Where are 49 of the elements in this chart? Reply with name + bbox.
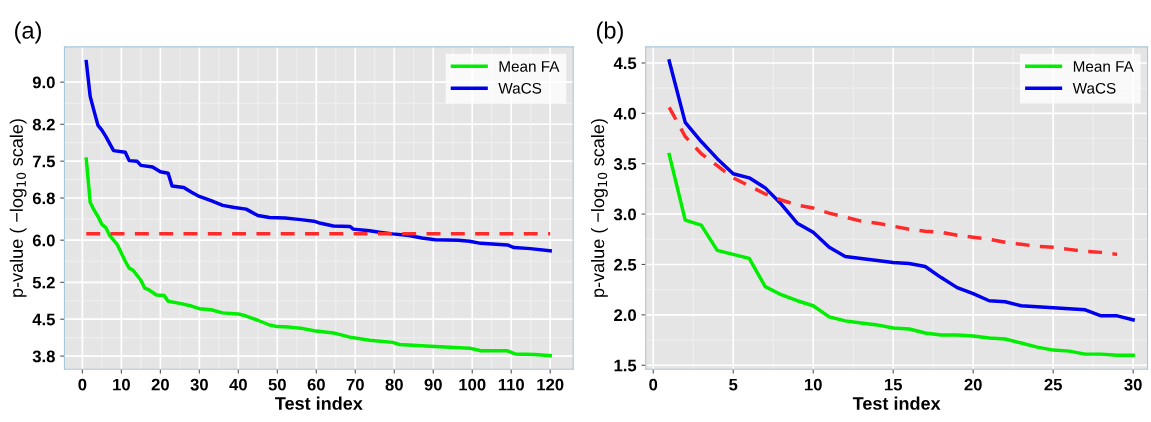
y-tick-label: 8.2 — [32, 118, 55, 131]
x-tick-label: 25 — [1044, 378, 1062, 391]
y-tick-label: 9.0 — [32, 76, 55, 89]
x-tick-label: 120 — [537, 378, 564, 391]
y-tick-label: 2.5 — [614, 258, 637, 271]
x-tick-label: 10 — [113, 378, 130, 391]
x-axis-title: Test index — [852, 396, 941, 410]
legend-label: Mean FA — [499, 61, 560, 72]
y-tick-label: 3.5 — [613, 158, 637, 170]
y-tick-label: 4.0 — [613, 107, 636, 120]
y-tick-label: 5.2 — [32, 276, 55, 289]
line-series — [667, 59, 1135, 322]
x-tick-label: 30 — [190, 378, 208, 391]
x-tick-label: 70 — [346, 378, 364, 391]
y-axis-title: p-value ( −log$_{10}$ scale) — [9, 119, 27, 297]
y-tick-label: 7.5 — [32, 155, 55, 168]
y-tick-label: 6.0 — [32, 234, 55, 247]
x-tick-label: 0 — [649, 378, 658, 391]
line-series — [667, 152, 1135, 357]
y-axis-title: p-value ( −log$_{10}$ scale) — [590, 119, 608, 297]
line-series — [84, 157, 552, 358]
x-tick-label: 0 — [78, 378, 87, 391]
legend-label: Mean FA — [1073, 61, 1134, 72]
x-tick-label: 110 — [498, 378, 524, 391]
legend-label: WaCS — [1072, 82, 1116, 94]
legend-label: WaCS — [498, 82, 542, 94]
y-tick-label: 1.5 — [614, 359, 637, 372]
x-tick-label: 20 — [964, 378, 982, 391]
x-tick-label: 30 — [1124, 378, 1142, 391]
x-tick-label: 40 — [229, 378, 247, 391]
y-tick-label: 6.8 — [32, 192, 55, 205]
y-tick-label: 4.5 — [32, 313, 55, 326]
x-tick-label: 10 — [804, 378, 822, 391]
x-tick-label: 80 — [385, 378, 403, 391]
y-tick-label: 2.0 — [614, 309, 636, 322]
x-tick-label: 50 — [268, 378, 286, 391]
chart-title: (a) — [15, 21, 41, 44]
y-tick-label: 4.5 — [613, 57, 637, 70]
x-tick-label: 100 — [459, 378, 486, 391]
y-tick-label: 3.8 — [32, 350, 55, 363]
x-axis-title: Test index — [275, 396, 363, 410]
x-tick-label: 20 — [151, 378, 169, 391]
x-tick-label: 90 — [424, 378, 442, 391]
x-tick-label: 5 — [729, 378, 738, 391]
chart-title: (b) — [596, 21, 623, 44]
x-tick-label: 60 — [307, 378, 325, 391]
x-tick-label: 15 — [884, 378, 902, 391]
line-series — [667, 105, 1119, 257]
y-tick-label: 3.0 — [613, 208, 636, 221]
